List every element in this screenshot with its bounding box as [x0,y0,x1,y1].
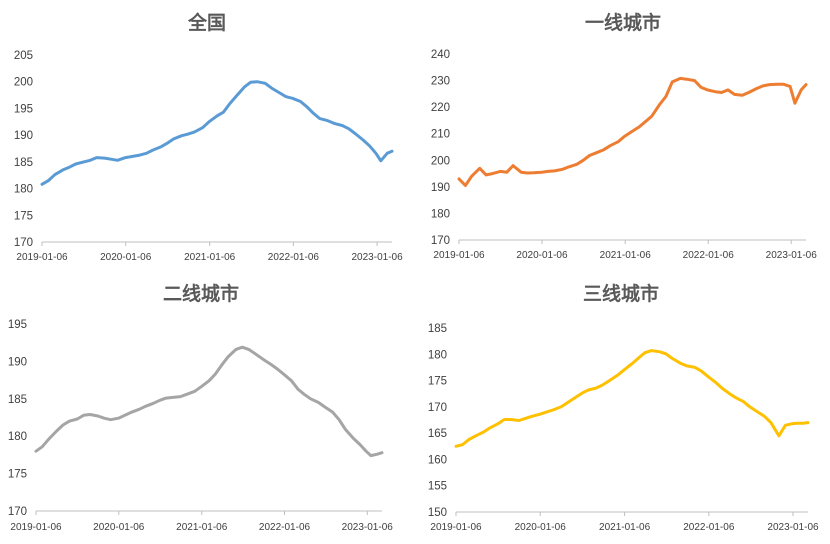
y-tick-label: 170 [431,235,450,247]
x-tick-label: 2019-01-06 [430,522,482,533]
y-tick-label: 190 [14,130,33,142]
y-tick-label: 165 [428,428,447,440]
y-tick-label: 180 [428,349,447,361]
x-tick-label: 2023-01-06 [342,522,394,533]
chart-title: 全国 [187,11,226,34]
y-tick-label: 170 [428,402,447,414]
x-tick-label: 2019-01-06 [433,250,485,261]
y-tick-label: 200 [14,77,33,89]
x-tick-label: 2021-01-06 [184,252,236,263]
y-tick-label: 185 [428,323,447,335]
y-tick-label: 195 [14,103,33,115]
x-tick-label: 2021-01-06 [600,250,652,261]
y-tick-label: 200 [431,155,450,167]
y-tick-label: 205 [14,50,33,62]
y-tick-label: 230 [431,76,450,88]
x-tick-label: 2022-01-06 [259,522,311,533]
series-line [40,80,394,186]
series-line [454,349,810,448]
y-tick-label: 180 [431,208,450,220]
x-tick-label: 2022-01-06 [268,252,320,263]
chart-panel-4: 三线城市 150 155 160 165 170 175 180 185 2019-01-06 20… [428,282,819,533]
x-tick-label: 2023-01-06 [767,522,819,533]
series-line [457,76,808,187]
y-tick-label: 175 [14,210,33,222]
x-tick-label: 2020-01-06 [515,522,567,533]
chart-title: 二线城市 [163,282,239,305]
chart-panel-1: 全国 170 175 180 185 190 195 200 205 2019-01-06 2020… [14,11,403,263]
y-tick-label: 220 [431,102,450,114]
y-tick-label: 190 [8,356,27,368]
y-tick-label: 175 [8,469,27,481]
x-tick-label: 2022-01-06 [683,522,735,533]
y-tick-label: 160 [428,454,447,466]
x-tick-label: 2021-01-06 [176,522,228,533]
y-tick-label: 185 [14,157,33,169]
chart-title: 三线城市 [583,282,659,305]
x-tick-label: 2022-01-06 [683,250,735,261]
x-tick-label: 2019-01-06 [10,522,62,533]
chart-panel-3: 二线城市 170 175 180 185 190 195 2019-01-06 2020-01-… [8,282,393,533]
y-tick-label: 190 [431,182,450,194]
y-tick-label: 210 [431,129,450,141]
y-tick-label: 195 [8,319,27,331]
y-tick-label: 170 [14,237,33,249]
chart-title: 一线城市 [585,11,661,34]
x-tick-label: 2019-01-06 [16,252,68,263]
y-tick-label: 155 [428,481,447,493]
x-tick-label: 2020-01-06 [100,252,152,263]
y-tick-label: 170 [8,506,27,518]
y-tick-label: 240 [431,49,450,61]
series-line [34,345,384,458]
chart-panel-2: 一线城市 170 180 190 200 210 220 230 240 2019-01-06 20… [431,11,817,261]
y-tick-label: 150 [428,507,447,519]
x-tick-label: 2023-01-06 [766,250,818,261]
y-tick-label: 180 [14,184,33,196]
x-tick-label: 2020-01-06 [516,250,568,261]
x-tick-label: 2021-01-06 [599,522,651,533]
x-tick-label: 2023-01-06 [352,252,404,263]
y-tick-label: 180 [8,431,27,443]
y-tick-label: 175 [428,376,447,388]
y-tick-label: 185 [8,394,27,406]
x-tick-label: 2020-01-06 [93,522,145,533]
